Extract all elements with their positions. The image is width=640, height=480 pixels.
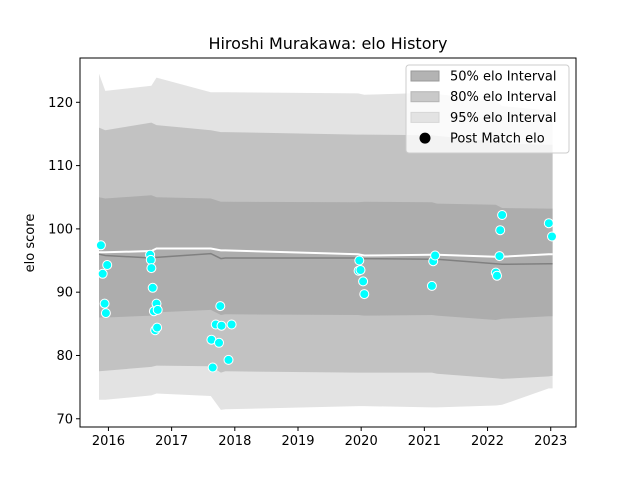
band-80 — [99, 122, 553, 379]
post-match-point — [215, 301, 226, 312]
post-match-point — [99, 298, 110, 309]
post-match-point — [358, 276, 369, 287]
plot-area — [95, 73, 557, 410]
y-tick-label: 100 — [48, 222, 73, 237]
post-match-point — [497, 210, 508, 220]
post-match-point — [95, 240, 106, 251]
legend-marker-post-match — [419, 132, 431, 144]
y-tick-label: 70 — [56, 412, 73, 427]
post-match-point — [354, 255, 365, 266]
legend-swatch-95 — [410, 111, 440, 123]
legend: 50% elo Interval 80% elo Interval 95% elo … — [405, 64, 570, 154]
x-tick-label: 2022 — [471, 434, 504, 449]
axes: 2016 2017 2018 2019 2020 2021 2022 2023 70 80 90 10… — [48, 57, 577, 449]
y-tick-label: 120 — [48, 96, 73, 111]
post-match-point — [207, 362, 218, 373]
y-tick-label: 90 — [56, 286, 73, 301]
chart-title: Hiroshi Murakawa: elo History — [208, 34, 447, 53]
post-match-point — [102, 260, 113, 270]
y-axis-label: elo score — [23, 214, 38, 273]
post-match-point — [494, 251, 505, 262]
x-tick-label: 2023 — [534, 434, 567, 449]
x-tick-label: 2018 — [218, 434, 251, 449]
post-match-point — [547, 231, 557, 242]
post-match-point — [495, 225, 506, 236]
legend-swatch-50 — [410, 70, 440, 82]
x-tick-label: 2016 — [92, 434, 125, 449]
post-match-point — [147, 282, 158, 293]
post-match-point — [355, 265, 366, 275]
legend-label: 95% elo Interval — [450, 111, 557, 126]
post-match-point — [543, 218, 554, 229]
post-match-point — [216, 320, 227, 331]
x-tick-label: 2017 — [155, 434, 188, 449]
legend-box — [405, 64, 570, 154]
legend-label: 80% elo Interval — [450, 90, 557, 105]
axes-frame — [79, 57, 577, 428]
post-match-point — [426, 280, 437, 291]
post-match-point — [492, 270, 502, 281]
post-match-point — [145, 254, 156, 265]
post-match-point — [214, 337, 224, 348]
legend-swatch-80 — [410, 91, 440, 103]
x-tick-label: 2020 — [345, 434, 378, 449]
post-match-point — [226, 319, 237, 330]
x-tick-label: 2021 — [408, 434, 441, 449]
post-match-point — [100, 308, 111, 319]
x-tick-label: 2019 — [281, 434, 314, 449]
post-match-point — [359, 289, 370, 300]
post-match-point — [152, 304, 163, 315]
post-match-point — [430, 250, 441, 261]
y-tick-label: 110 — [48, 159, 73, 174]
post-match-point — [146, 263, 157, 274]
post-match-point — [223, 354, 234, 365]
y-tick-label: 80 — [56, 349, 73, 364]
legend-label: 50% elo Interval — [450, 70, 557, 85]
post-match-point — [97, 268, 108, 279]
legend-label: Post Match elo — [450, 132, 545, 147]
post-match-point — [152, 322, 163, 333]
